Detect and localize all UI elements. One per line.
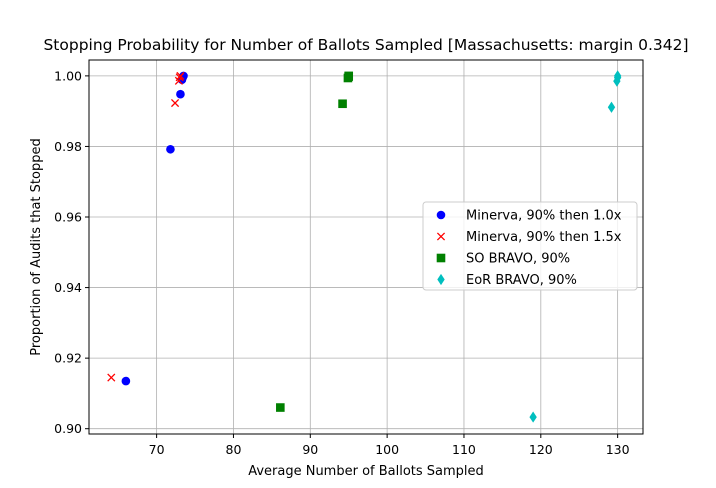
legend-box bbox=[422, 201, 638, 291]
data-point bbox=[338, 99, 347, 109]
x-axis: 70 80 90 100 110 120 130 bbox=[149, 434, 630, 457]
data-point bbox=[344, 71, 354, 81]
x-tick-label: 100 bbox=[375, 442, 399, 457]
y-axis: 0.90 0.92 0.94 0.96 0.98 1.00 bbox=[54, 68, 89, 436]
y-tick-label: 1.00 bbox=[54, 68, 82, 83]
y-axis-title: Proportion of Audits that Stopped bbox=[29, 138, 44, 355]
legend-marker bbox=[436, 253, 446, 263]
series-3 bbox=[276, 71, 354, 412]
x-axis-title: Average Number of Ballots Sampled bbox=[248, 464, 484, 479]
y-tick-label: 0.94 bbox=[54, 280, 82, 295]
x-tick-label: 90 bbox=[302, 442, 318, 457]
plot-frame bbox=[88, 59, 644, 435]
chart-title: Stopping Probability for Number of Ballo… bbox=[43, 36, 688, 54]
data-point bbox=[121, 376, 131, 386]
data-point bbox=[613, 70, 622, 82]
data-point bbox=[176, 71, 185, 80]
legend-label: SO BRAVO, 90% bbox=[466, 252, 570, 267]
x-tick-label: 70 bbox=[149, 442, 165, 457]
legend-label: EoR BRAVO, 90% bbox=[466, 273, 577, 288]
legend-label: Minerva, 90% then 1.0x bbox=[466, 209, 622, 224]
legend-marker bbox=[436, 232, 446, 241]
series-1 bbox=[121, 71, 188, 386]
data-point bbox=[529, 411, 537, 423]
data-point bbox=[107, 373, 116, 382]
y-tick-label: 0.96 bbox=[54, 210, 82, 225]
plot-points bbox=[107, 70, 622, 423]
legend: Minerva, 90% then 1.0x Minerva, 90% then … bbox=[422, 201, 638, 291]
series-2 bbox=[107, 71, 185, 382]
x-tick-label: 130 bbox=[606, 442, 630, 457]
data-point bbox=[176, 89, 185, 99]
x-tick-label: 120 bbox=[529, 442, 553, 457]
y-tick-label: 0.90 bbox=[54, 421, 82, 436]
data-point bbox=[166, 144, 175, 154]
series-4 bbox=[529, 70, 622, 423]
legend-marker bbox=[437, 273, 445, 286]
data-point bbox=[607, 101, 616, 113]
data-point bbox=[170, 98, 180, 108]
legend-marker bbox=[436, 210, 446, 220]
legend-label: Minerva, 90% then 1.5x bbox=[466, 230, 622, 245]
data-point bbox=[276, 403, 285, 412]
y-tick-label: 0.92 bbox=[54, 351, 82, 366]
y-tick-label: 0.98 bbox=[54, 139, 82, 154]
x-tick-label: 110 bbox=[452, 442, 476, 457]
x-tick-label: 80 bbox=[226, 442, 242, 457]
